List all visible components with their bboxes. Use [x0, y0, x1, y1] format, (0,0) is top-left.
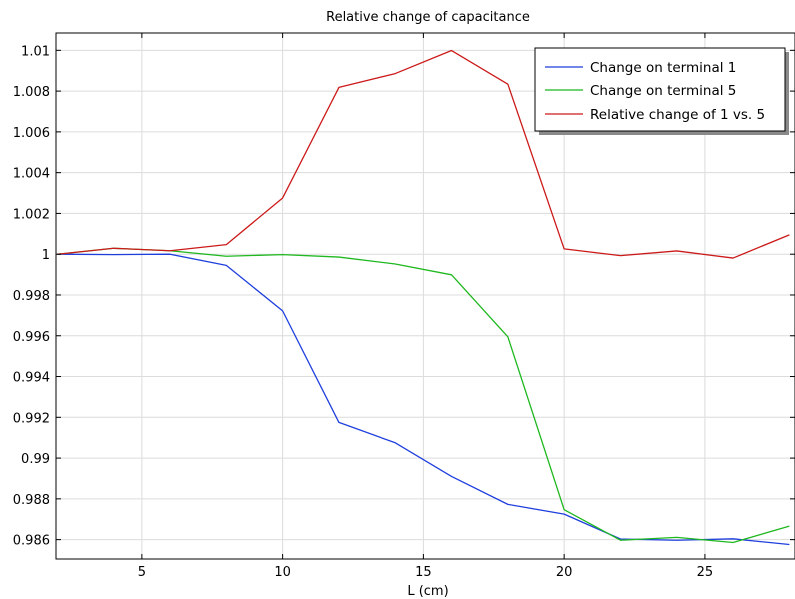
x-tick-label: 10 [274, 565, 291, 580]
x-tick-label: 15 [415, 565, 432, 580]
series-lines [57, 49, 790, 546]
y-tick-label: 1.004 [13, 167, 50, 182]
x-tick-label: 5 [138, 565, 146, 580]
x-tick-label: 20 [556, 565, 573, 580]
x-tick-label: 25 [697, 565, 714, 580]
grid-lines [56, 33, 795, 559]
y-tick-label: 0.988 [13, 493, 50, 508]
y-tick-label: 1.008 [13, 85, 50, 100]
chart-title: Relative change of capacitance [326, 10, 530, 25]
y-tick-label: 1.01 [21, 44, 50, 59]
legend-label-series-2: Change on terminal 5 [590, 83, 736, 99]
axis-ticks: 5 10 15 20 25 0.986 0.988 0.99 0.992 0.994 0.996 0.… [13, 33, 795, 580]
legend-label-series-3: Relative change of 1 vs. 5 [590, 107, 765, 123]
series-line-1 [57, 253, 790, 546]
y-tick-label: 0.998 [13, 289, 50, 304]
y-tick-label: 1.002 [13, 207, 50, 222]
series-line-3 [57, 49, 790, 259]
series-line-2 [57, 247, 790, 544]
y-tick-label: 0.99 [21, 452, 50, 467]
legend-label-series-1: Change on terminal 1 [590, 60, 736, 76]
chart-legend: Change on terminal 1 Change on terminal … [534, 47, 789, 135]
y-tick-label: 0.994 [13, 371, 50, 386]
y-tick-label: 0.986 [13, 534, 50, 549]
y-tick-label: 1.006 [13, 126, 50, 141]
y-tick-label: 0.992 [13, 411, 50, 426]
y-tick-label: 0.996 [13, 330, 50, 345]
x-axis-label: L (cm) [407, 584, 448, 599]
plot-frame [55, 32, 795, 560]
y-tick-label: 1 [42, 248, 50, 263]
